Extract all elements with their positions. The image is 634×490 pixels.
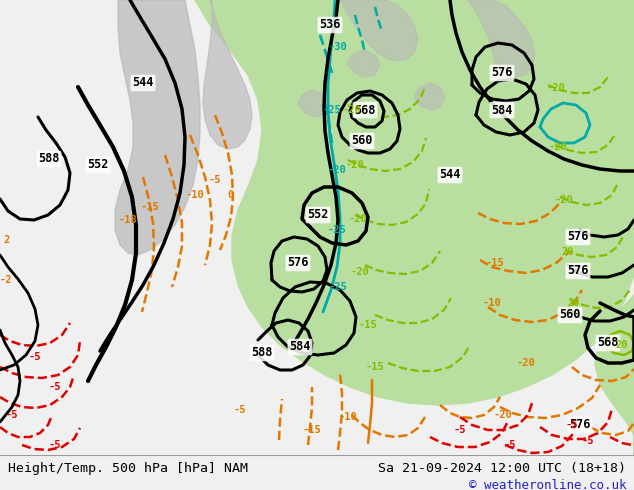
Text: 588: 588	[251, 346, 273, 360]
Text: © weatheronline.co.uk: © weatheronline.co.uk	[469, 479, 626, 490]
Text: 552: 552	[307, 209, 328, 221]
Text: Sa 21-09-2024 12:00 UTC (18+18): Sa 21-09-2024 12:00 UTC (18+18)	[378, 462, 626, 475]
Polygon shape	[415, 83, 445, 110]
Text: -20: -20	[555, 195, 573, 205]
Text: -15: -15	[141, 202, 159, 212]
Polygon shape	[340, 0, 418, 61]
Text: 584: 584	[491, 103, 513, 117]
Text: 568: 568	[354, 103, 376, 117]
Text: 552: 552	[87, 158, 108, 172]
Text: 536: 536	[320, 19, 340, 31]
Polygon shape	[595, 295, 634, 455]
Text: 560: 560	[351, 134, 373, 147]
Text: 20: 20	[568, 298, 580, 308]
Text: -5: -5	[49, 440, 61, 450]
Text: 588: 588	[38, 152, 60, 166]
Text: -20: -20	[517, 358, 535, 368]
Text: -5: -5	[566, 420, 578, 430]
Text: -30: -30	[328, 42, 347, 52]
Text: 544: 544	[439, 169, 461, 181]
Text: 584: 584	[289, 341, 311, 353]
Text: Height/Temp. 500 hPa [hPa] NAM: Height/Temp. 500 hPa [hPa] NAM	[8, 462, 248, 475]
Text: 0: 0	[227, 190, 233, 200]
Text: 20: 20	[562, 247, 574, 257]
Text: -20: -20	[328, 165, 346, 175]
Text: -20: -20	[349, 214, 367, 224]
Text: -5: -5	[582, 436, 594, 446]
Text: -20: -20	[342, 105, 361, 115]
Text: -15: -15	[359, 320, 377, 330]
Text: 576: 576	[569, 418, 591, 432]
Text: -20: -20	[346, 160, 365, 170]
Text: 544: 544	[133, 76, 153, 90]
Text: -20: -20	[547, 83, 566, 93]
Polygon shape	[195, 0, 634, 405]
Polygon shape	[468, 0, 535, 77]
Text: -5: -5	[504, 440, 516, 450]
Text: 20: 20	[616, 340, 628, 350]
Polygon shape	[255, 0, 318, 227]
Text: -18: -18	[119, 215, 138, 225]
Text: -5: -5	[209, 175, 221, 185]
Text: 576: 576	[287, 256, 309, 270]
Text: 576: 576	[491, 67, 513, 79]
Polygon shape	[298, 90, 328, 117]
Text: -15: -15	[486, 258, 505, 268]
Text: -25: -25	[323, 105, 341, 115]
Text: -5: -5	[454, 425, 466, 435]
Text: -20: -20	[351, 267, 370, 277]
Text: 560: 560	[559, 309, 581, 321]
Text: 568: 568	[597, 337, 619, 349]
Text: -20: -20	[548, 142, 567, 152]
Text: -25: -25	[328, 225, 346, 235]
Text: -5: -5	[234, 405, 246, 415]
Polygon shape	[115, 0, 200, 255]
Text: -15: -15	[366, 362, 384, 372]
Text: -20: -20	[494, 410, 512, 420]
Text: -10: -10	[186, 190, 204, 200]
Text: 576: 576	[567, 265, 589, 277]
Polygon shape	[348, 50, 380, 77]
Text: -2: -2	[0, 275, 12, 285]
Text: -5: -5	[49, 382, 61, 392]
Text: 576: 576	[567, 230, 589, 244]
Text: 2: 2	[3, 235, 9, 245]
Text: -25: -25	[328, 282, 347, 292]
Polygon shape	[203, 0, 252, 149]
Text: -5: -5	[29, 352, 41, 362]
Text: -15: -15	[302, 425, 321, 435]
Text: -10: -10	[482, 298, 501, 308]
Text: -5: -5	[6, 410, 18, 420]
Text: -10: -10	[339, 412, 358, 422]
